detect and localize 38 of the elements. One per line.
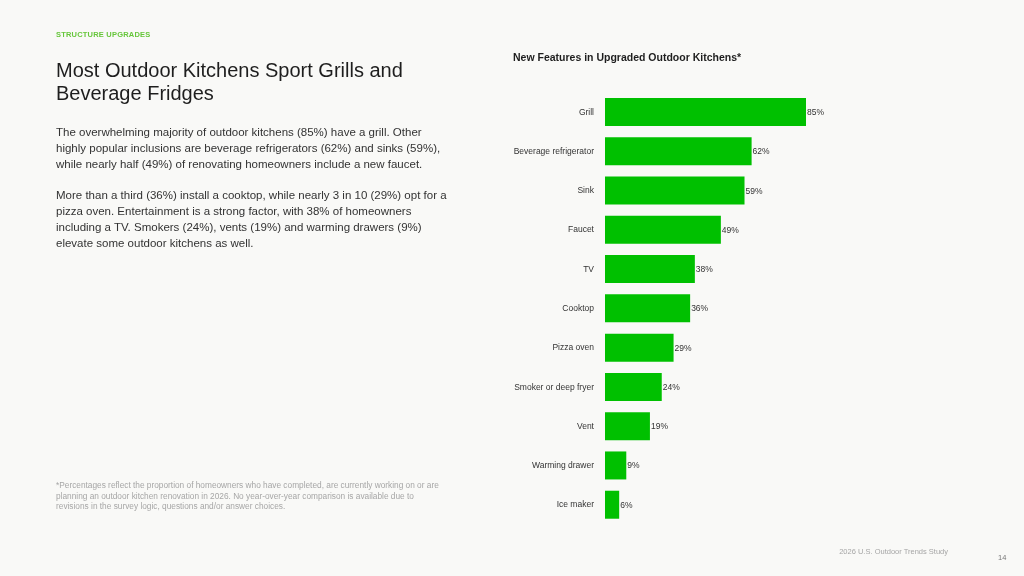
y-tick-label: Grill — [578, 106, 595, 117]
data-label: 9% — [627, 460, 641, 471]
data-label: 29% — [674, 342, 693, 353]
bar — [605, 333, 674, 362]
bar — [605, 98, 806, 126]
data-label: 6% — [620, 499, 633, 510]
data-label: 85% — [807, 107, 825, 118]
y-tick-label: Beverage refrigerator — [513, 145, 595, 156]
bar — [605, 372, 662, 401]
bar — [605, 490, 620, 519]
text: The overwhelming majority of outdoor kitchens (85%) have a grill. Other highly popular inclusions are beverage refrigerators (62%) and sinks (59%), while nearly half (49%) of renovating homeowners include a new faucet. — [56, 125, 442, 172]
bar — [605, 412, 650, 441]
y-tick-label: Vent — [576, 420, 595, 431]
bar — [605, 215, 721, 244]
bar — [605, 176, 745, 205]
bar — [605, 294, 691, 323]
y-tick-label: Ice maker — [556, 499, 595, 510]
y-tick-label: Smoker or deep fryer — [514, 381, 595, 392]
data-label: 38% — [695, 264, 714, 275]
chart-title: New Features in Upgraded Outdoor Kitchens* — [513, 51, 742, 63]
y-tick-label: TV — [583, 263, 595, 274]
bar — [605, 451, 627, 480]
data-label: 49% — [721, 224, 740, 235]
bar — [605, 137, 752, 166]
text: More than a third (36%) install a cooktop, while nearly 3 in 10 (29%) opt for a pizza oven. Entertainment is a strong factor, with 38% of homeowners including a TV. Smokers (24%), vents (19%) and warming drawers (9%) elevate some outdoor kitchens as well. — [56, 188, 448, 251]
data-label: 59% — [745, 185, 763, 196]
data-label: 19% — [650, 421, 669, 432]
y-tick-label: Faucet — [568, 224, 595, 235]
y-tick-label: Pizza oven — [552, 342, 595, 353]
data-label: 62% — [752, 146, 771, 157]
text: Most Outdoor Kitchens Sport Grills and Beverage Fridges — [56, 59, 404, 105]
text: *Percentages reflect the proportion of homeowners who have completed, are currently working on or are planning an outdoor kitchen renovation in 2026. No year-over-year comparison is available due to revisions in the survey logic, questions and/or answer choices. — [56, 480, 440, 512]
bar — [605, 255, 695, 284]
data-label: 24% — [662, 381, 681, 392]
y-tick-label: Cooktop — [562, 303, 595, 314]
y-tick-label: Warming drawer — [531, 460, 595, 471]
data-label: 36% — [691, 303, 709, 314]
y-tick-label: Sink — [577, 185, 595, 196]
